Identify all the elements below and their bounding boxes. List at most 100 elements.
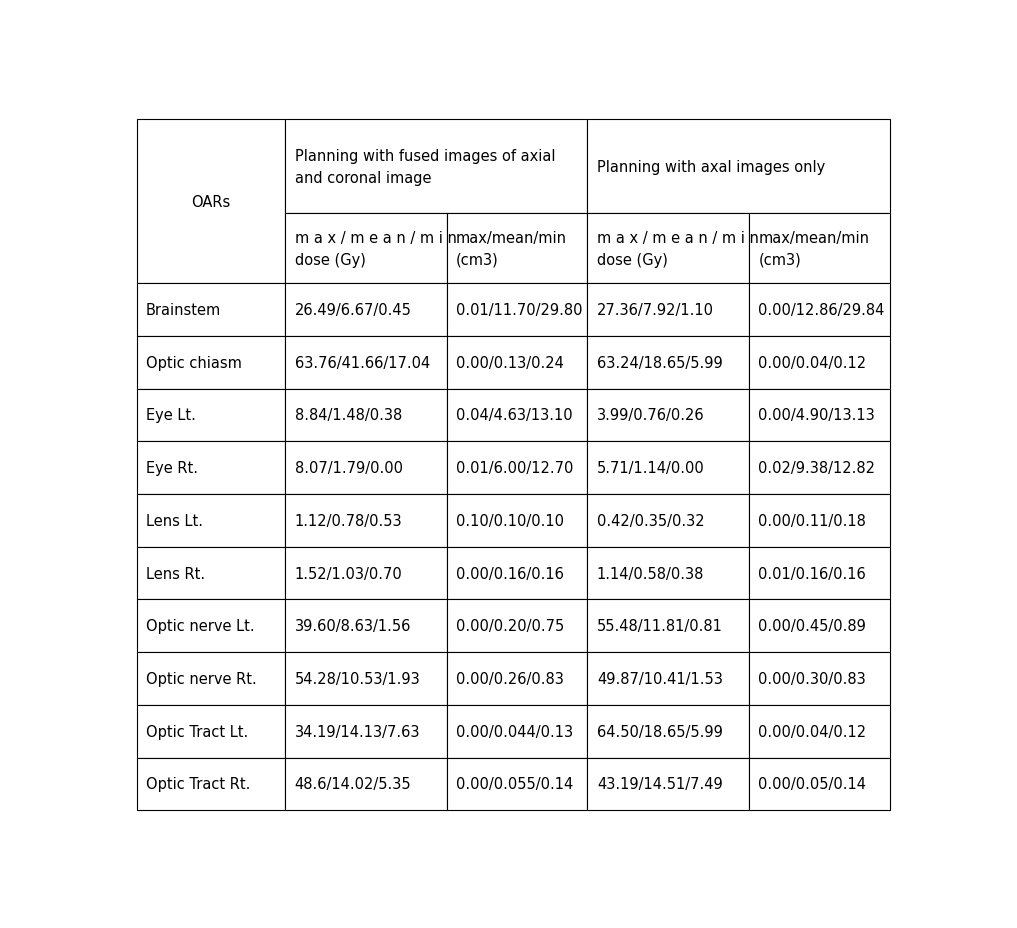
Bar: [588, 758, 749, 810]
Bar: [446, 548, 588, 599]
Text: 48.6/14.02/5.35: 48.6/14.02/5.35: [295, 777, 411, 792]
Bar: [446, 442, 588, 495]
Bar: [285, 652, 446, 705]
Bar: [136, 337, 285, 389]
Text: 0.00/0.45/0.89: 0.00/0.45/0.89: [759, 619, 866, 634]
Bar: [136, 495, 285, 548]
Bar: [588, 705, 749, 758]
Text: 0.00/0.30/0.83: 0.00/0.30/0.83: [759, 671, 866, 686]
Bar: [588, 652, 749, 705]
Text: Optic Tract Lt.: Optic Tract Lt.: [146, 724, 248, 739]
Text: 0.01/0.16/0.16: 0.01/0.16/0.16: [759, 566, 866, 581]
Text: Planning with axal images only: Planning with axal images only: [597, 160, 825, 174]
Bar: [749, 337, 890, 389]
Bar: [446, 705, 588, 758]
Bar: [588, 214, 749, 284]
Text: 0.02/9.38/12.82: 0.02/9.38/12.82: [759, 460, 876, 476]
Text: 0.01/11.70/29.80: 0.01/11.70/29.80: [456, 303, 583, 317]
Bar: [136, 389, 285, 442]
Text: Eye Lt.: Eye Lt.: [146, 408, 196, 423]
Bar: [136, 652, 285, 705]
Text: 27.36/7.92/1.10: 27.36/7.92/1.10: [597, 303, 714, 317]
Bar: [588, 548, 749, 599]
Text: Planning with fused images of axial
and coronal image: Planning with fused images of axial and …: [295, 148, 555, 186]
Bar: [588, 442, 749, 495]
Bar: [136, 758, 285, 810]
Text: 1.52/1.03/0.70: 1.52/1.03/0.70: [295, 566, 403, 581]
Text: 0.00/0.16/0.16: 0.00/0.16/0.16: [456, 566, 564, 581]
Bar: [749, 599, 890, 652]
Text: 0.00/0.20/0.75: 0.00/0.20/0.75: [456, 619, 564, 634]
Text: 0.00/0.26/0.83: 0.00/0.26/0.83: [456, 671, 564, 686]
Bar: [446, 284, 588, 337]
Bar: [285, 495, 446, 548]
Bar: [136, 120, 285, 284]
Bar: [136, 548, 285, 599]
Bar: [136, 705, 285, 758]
Text: 54.28/10.53/1.93: 54.28/10.53/1.93: [295, 671, 420, 686]
Text: 0.00/12.86/29.84: 0.00/12.86/29.84: [759, 303, 885, 317]
Bar: [749, 389, 890, 442]
Bar: [136, 599, 285, 652]
Text: 49.87/10.41/1.53: 49.87/10.41/1.53: [597, 671, 723, 686]
Bar: [446, 599, 588, 652]
Text: Lens Rt.: Lens Rt.: [146, 566, 205, 581]
Bar: [285, 120, 588, 214]
Text: 0.10/0.10/0.10: 0.10/0.10/0.10: [456, 513, 564, 528]
Text: 0.04/4.63/13.10: 0.04/4.63/13.10: [456, 408, 573, 423]
Text: Brainstem: Brainstem: [146, 303, 222, 317]
Text: 1.12/0.78/0.53: 1.12/0.78/0.53: [295, 513, 402, 528]
Bar: [446, 758, 588, 810]
Bar: [588, 284, 749, 337]
Text: 63.24/18.65/5.99: 63.24/18.65/5.99: [597, 355, 722, 370]
Bar: [285, 599, 446, 652]
Bar: [446, 495, 588, 548]
Text: max/mean/min
(cm3): max/mean/min (cm3): [759, 230, 870, 267]
Bar: [285, 442, 446, 495]
Bar: [749, 495, 890, 548]
Text: max/mean/min
(cm3): max/mean/min (cm3): [456, 230, 567, 267]
Bar: [446, 389, 588, 442]
Bar: [446, 214, 588, 284]
Bar: [588, 389, 749, 442]
Text: 26.49/6.67/0.45: 26.49/6.67/0.45: [295, 303, 412, 317]
Text: 1.14/0.58/0.38: 1.14/0.58/0.38: [597, 566, 704, 581]
Text: 0.00/0.055/0.14: 0.00/0.055/0.14: [456, 777, 574, 792]
Text: 0.00/0.04/0.12: 0.00/0.04/0.12: [759, 355, 866, 370]
Bar: [749, 652, 890, 705]
Text: 64.50/18.65/5.99: 64.50/18.65/5.99: [597, 724, 723, 739]
Text: m a x / m e a n / m i n
dose (Gy): m a x / m e a n / m i n dose (Gy): [597, 230, 759, 267]
Text: OARs: OARs: [191, 194, 231, 210]
Text: 0.42/0.35/0.32: 0.42/0.35/0.32: [597, 513, 705, 528]
Bar: [749, 705, 890, 758]
Text: Lens Lt.: Lens Lt.: [146, 513, 203, 528]
Text: 39.60/8.63/1.56: 39.60/8.63/1.56: [295, 619, 411, 634]
Text: 0.00/4.90/13.13: 0.00/4.90/13.13: [759, 408, 875, 423]
Text: 34.19/14.13/7.63: 34.19/14.13/7.63: [295, 724, 420, 739]
Text: 0.00/0.13/0.24: 0.00/0.13/0.24: [456, 355, 564, 370]
Bar: [136, 284, 285, 337]
Bar: [588, 120, 890, 214]
Bar: [749, 548, 890, 599]
Text: 8.07/1.79/0.00: 8.07/1.79/0.00: [295, 460, 403, 476]
Text: 8.84/1.48/0.38: 8.84/1.48/0.38: [295, 408, 402, 423]
Text: Eye Rt.: Eye Rt.: [146, 460, 198, 476]
Bar: [749, 214, 890, 284]
Text: 0.00/0.11/0.18: 0.00/0.11/0.18: [759, 513, 866, 528]
Bar: [749, 758, 890, 810]
Text: Optic Tract Rt.: Optic Tract Rt.: [146, 777, 250, 792]
Bar: [588, 337, 749, 389]
Bar: [588, 599, 749, 652]
Text: 0.00/0.05/0.14: 0.00/0.05/0.14: [759, 777, 866, 792]
Bar: [446, 337, 588, 389]
Bar: [285, 337, 446, 389]
Text: 55.48/11.81/0.81: 55.48/11.81/0.81: [597, 619, 723, 634]
Text: 0.00/0.044/0.13: 0.00/0.044/0.13: [456, 724, 574, 739]
Bar: [136, 442, 285, 495]
Text: m a x / m e a n / m i n
dose (Gy): m a x / m e a n / m i n dose (Gy): [295, 230, 457, 267]
Text: Optic nerve Rt.: Optic nerve Rt.: [146, 671, 256, 686]
Bar: [285, 389, 446, 442]
Bar: [285, 548, 446, 599]
Bar: [285, 758, 446, 810]
Text: 63.76/41.66/17.04: 63.76/41.66/17.04: [295, 355, 430, 370]
